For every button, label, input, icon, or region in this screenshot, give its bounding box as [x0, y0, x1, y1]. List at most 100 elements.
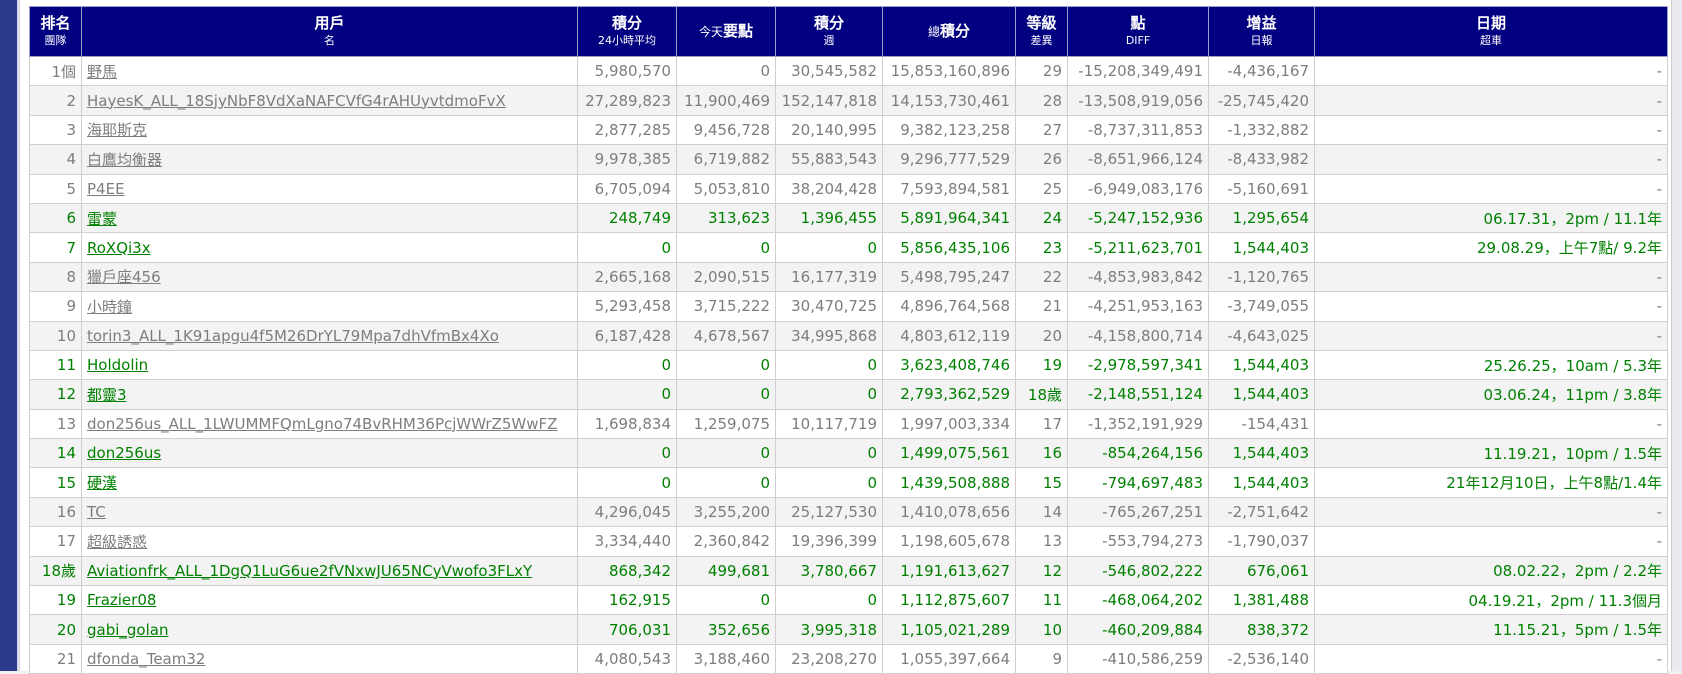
cell-total: 7,593,894,581 — [882, 173, 1016, 204]
header-total-main: 積分 — [940, 21, 971, 40]
header-gain-label: 增益 — [1246, 13, 1277, 32]
cell-date: - — [1314, 291, 1668, 322]
cell-week: 1,396,455 — [775, 202, 883, 234]
cell-rank-diff: 19 — [1015, 349, 1068, 381]
cell-rank-diff: 27 — [1015, 114, 1068, 146]
user-link[interactable]: dfonda_Team32 — [87, 650, 206, 668]
cell-avg24: 868,342 — [577, 555, 677, 587]
cell-week: 25,127,530 — [775, 496, 883, 528]
header-avg24-label: 積分 — [611, 13, 642, 32]
header-today[interactable]: 今天要點 — [676, 6, 776, 57]
user-link[interactable]: Frazier08 — [87, 591, 157, 610]
cell-gain: -5,160,691 — [1208, 173, 1315, 204]
cell-user-name: HayesK_ALL_18SjyNbF8VdXaNAFCVfG4rAHUyvtd… — [81, 85, 578, 116]
cell-points-diff: -13,508,919,056 — [1067, 85, 1209, 116]
cell-user-name: 獵戶座456 — [81, 261, 578, 293]
cell-total: 1,055,397,664 — [882, 643, 1016, 674]
cell-today: 313,623 — [676, 202, 776, 234]
user-link[interactable]: 超級誘惑 — [87, 532, 148, 551]
cell-total: 5,498,795,247 — [882, 261, 1016, 293]
header-points-diff-label: 點 — [1130, 13, 1146, 32]
vertical-scrollbar[interactable] — [1671, 0, 1682, 671]
header-total[interactable]: 總積分 — [882, 6, 1016, 57]
user-link[interactable]: Aviationfrk_ALL_1DgQ1LuG6ue2fVNxwJU65NCy… — [87, 561, 533, 580]
header-user-label: 用戶 — [314, 13, 345, 32]
user-link[interactable]: 白鷹均衡器 — [87, 150, 163, 169]
stats-panel: 排名 團隊 用戶 名 積分 24小時平均 今天要點 積分 週 — [20, 0, 1682, 674]
cell-avg24: 6,705,094 — [577, 173, 677, 204]
cell-gain: -1,790,037 — [1208, 526, 1315, 557]
header-user-sub: 名 — [324, 33, 335, 47]
cell-rank-diff: 14 — [1015, 496, 1068, 528]
user-link[interactable]: torin3_ALL_1K91apgu4f5M26DrYL79Mpa7dhVfm… — [87, 326, 499, 345]
cell-gain: 838,372 — [1208, 614, 1315, 645]
cell-rank: 20 — [29, 614, 82, 645]
cell-rank: 16 — [29, 496, 82, 528]
table-row: 18歲 Aviationfrk_ALL_1DgQ1LuG6ue2fVNxwJU65… — [29, 555, 1668, 587]
user-link[interactable]: 獵戶座456 — [87, 268, 161, 287]
ranking-table: 排名 團隊 用戶 名 積分 24小時平均 今天要點 積分 週 — [29, 6, 1668, 674]
cell-points-diff: -1,352,191,929 — [1067, 408, 1209, 440]
cell-rank-diff: 10 — [1015, 614, 1068, 645]
cell-user-name: 雷蒙 — [81, 202, 578, 234]
user-link[interactable]: 小時鐘 — [87, 297, 133, 316]
cell-week: 0 — [775, 467, 883, 498]
cell-rank: 11 — [29, 349, 82, 381]
header-rank[interactable]: 排名 團隊 — [29, 6, 82, 57]
cell-week: 10,117,719 — [775, 408, 883, 440]
user-link[interactable]: 雷蒙 — [87, 209, 118, 228]
cell-rank-diff: 24 — [1015, 202, 1068, 234]
cell-date: - — [1314, 85, 1668, 116]
header-week-label: 積分 — [813, 13, 844, 32]
cell-user-name: 硬漢 — [81, 467, 578, 498]
cell-user-name: dfonda_Team32 — [81, 643, 578, 674]
cell-total: 3,623,408,746 — [882, 349, 1016, 381]
cell-avg24: 0 — [577, 438, 677, 469]
cell-points-diff: -8,737,311,853 — [1067, 114, 1209, 146]
cell-today: 5,053,810 — [676, 173, 776, 204]
cell-rank-diff: 13 — [1015, 526, 1068, 557]
header-rank-sub: 團隊 — [44, 33, 67, 47]
user-link[interactable]: RoXQi3x — [87, 238, 151, 257]
header-user[interactable]: 用戶 名 — [81, 6, 578, 57]
header-total-pre: 總 — [927, 24, 940, 39]
user-link[interactable]: don256us — [87, 444, 162, 463]
user-link[interactable]: Holdolin — [87, 356, 149, 375]
header-rank-diff[interactable]: 等級 差異 — [1015, 6, 1068, 57]
user-link[interactable]: 硬漢 — [87, 474, 118, 493]
header-week[interactable]: 積分 週 — [775, 6, 883, 57]
user-link[interactable]: 都靈3 — [87, 385, 127, 404]
cell-points-diff: -4,158,800,714 — [1067, 320, 1209, 351]
cell-date: - — [1314, 114, 1668, 146]
cell-date: 11.19.21，10pm / 1.5年 — [1314, 438, 1668, 469]
cell-rank: 12 — [29, 379, 82, 410]
table-row: 1個 野馬 5,980,570 0 30,545,582 15,853,160,896 29… — [29, 55, 1668, 87]
header-date[interactable]: 日期 超車 — [1314, 6, 1668, 57]
user-link[interactable]: TC — [87, 503, 106, 522]
header-gain[interactable]: 增益 日報 — [1208, 6, 1315, 57]
cell-rank-diff: 12 — [1015, 555, 1068, 587]
header-avg24[interactable]: 積分 24小時平均 — [577, 6, 677, 57]
cell-avg24: 1,698,834 — [577, 408, 677, 440]
cell-gain: -8,433,982 — [1208, 144, 1315, 175]
table-row: 4 白鷹均衡器 9,978,385 6,719,882 55,883,543 9,296,… — [29, 144, 1668, 175]
header-avg24-sub: 24小時平均 — [598, 33, 656, 47]
user-link[interactable]: P4EE — [87, 179, 125, 198]
cell-today: 2,090,515 — [676, 261, 776, 293]
user-link[interactable]: 野馬 — [87, 62, 118, 81]
user-link[interactable]: 海耶斯克 — [87, 121, 148, 140]
user-link[interactable]: HayesK_ALL_18SjyNbF8VdXaNAFCVfG4rAHUyvtd… — [87, 91, 506, 110]
cell-points-diff: -553,794,273 — [1067, 526, 1209, 557]
table-row: 5 P4EE 6,705,094 5,053,810 38,204,428 7,593,8… — [29, 173, 1668, 204]
user-link[interactable]: don256us_ALL_1LWUMMFQmLgno74BvRHM36PcjWW… — [87, 414, 558, 433]
cell-total: 1,499,075,561 — [882, 438, 1016, 469]
cell-rank-diff: 17 — [1015, 408, 1068, 440]
header-points-diff[interactable]: 點 DIFF — [1067, 6, 1209, 57]
table-row: 15 硬漢 0 0 0 1,439,508,888 15 -794,697,483 1,544,… — [29, 467, 1668, 498]
cell-user-name: don256us_ALL_1LWUMMFQmLgno74BvRHM36PcjWW… — [81, 408, 578, 440]
cell-gain: 1,381,488 — [1208, 585, 1315, 616]
cell-avg24: 4,296,045 — [577, 496, 677, 528]
cell-user-name: Aviationfrk_ALL_1DgQ1LuG6ue2fVNxwJU65NCy… — [81, 555, 578, 587]
cell-avg24: 5,980,570 — [577, 55, 677, 87]
user-link[interactable]: gabi_golan — [87, 620, 169, 639]
